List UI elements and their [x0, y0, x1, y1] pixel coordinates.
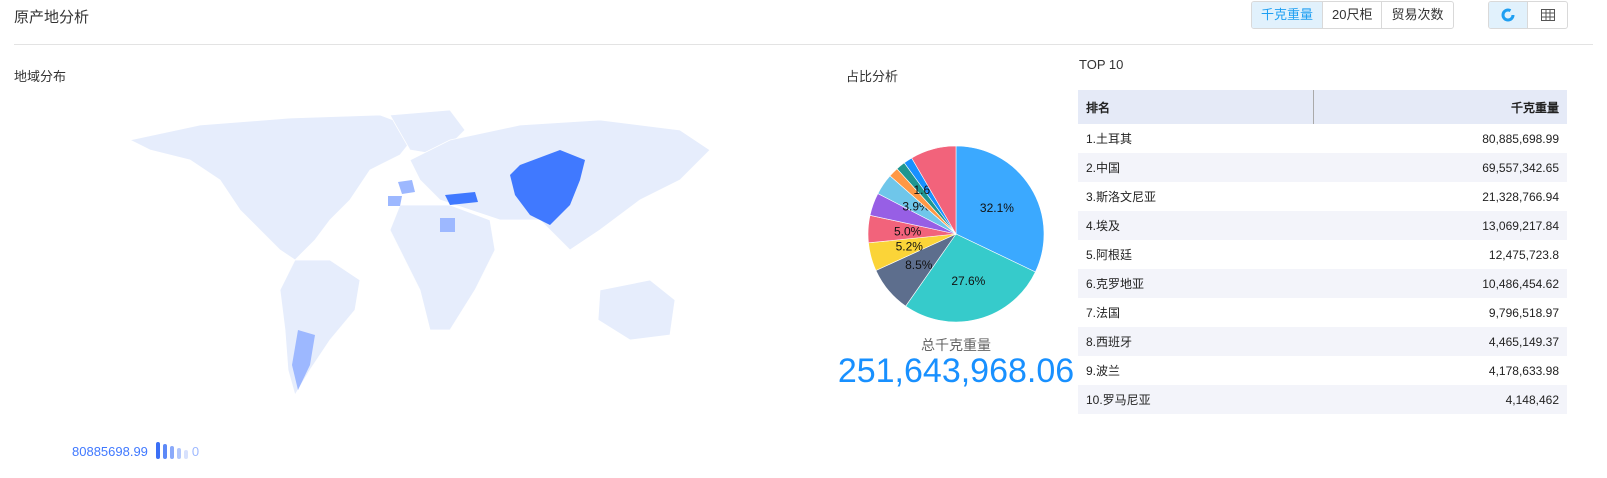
- weight-value: 69,557,342.65: [1313, 153, 1567, 182]
- map-egypt: [440, 218, 455, 232]
- pie-slice[interactable]: [955, 145, 1045, 273]
- map-legend: 80885698.99 0: [72, 442, 199, 459]
- page-title: 原产地分析: [14, 9, 90, 26]
- map-spain: [388, 196, 402, 206]
- table-row[interactable]: 6.克罗地亚 10,486,454.62: [1078, 269, 1567, 298]
- table-row[interactable]: 7.法国 9,796,518.97: [1078, 298, 1567, 327]
- view-toggle: [1488, 1, 1568, 29]
- legend-max: 80885698.99: [72, 444, 148, 459]
- weight-value: 4,148,462: [1313, 385, 1567, 414]
- rank-country: 1.土耳其: [1086, 132, 1133, 146]
- rank-country: 10.罗马尼亚: [1078, 385, 1314, 414]
- rank-country: 8.西班牙: [1078, 327, 1314, 356]
- top10-title: TOP 10: [1079, 57, 1124, 72]
- weight-value: 9,796,518.97: [1488, 305, 1559, 320]
- tab-20ft-container[interactable]: 20尺柜: [1323, 2, 1383, 28]
- weight-value: 4,465,149.37: [1313, 327, 1567, 356]
- table-row[interactable]: 3.斯洛文尼亚 21,328,766.94: [1078, 182, 1567, 211]
- weight-value: 10,486,454.62: [1313, 269, 1567, 298]
- map-china: [510, 150, 585, 225]
- total-label: 总千克重量: [921, 337, 991, 353]
- top10-table: 排名 千克重量 1.土耳其 80,885,698.99 2.中国 69,557,342…: [1078, 90, 1567, 414]
- table-row[interactable]: 1.土耳其 80,885,698.99: [1078, 124, 1567, 153]
- legend-scale[interactable]: [155, 442, 188, 459]
- table-row[interactable]: 9.波兰 4,178,633.98: [1078, 356, 1567, 385]
- table-icon[interactable]: [1528, 2, 1567, 28]
- pie-label: 8.5%: [905, 258, 933, 272]
- legend-min: 0: [191, 444, 200, 459]
- weight-value: 21,328,766.94: [1482, 189, 1559, 204]
- pie-chart[interactable]: 32.1%27.6%8.5%5.2%5.0%3.9%1.6%: [860, 138, 1052, 330]
- weight-value: 12,475,723.8: [1488, 247, 1559, 262]
- map-south-america: [279, 259, 361, 397]
- map-france: [398, 180, 415, 194]
- pie-slice[interactable]: [905, 233, 1036, 323]
- map-argentina: [292, 330, 315, 390]
- map-title: 地域分布: [14, 69, 67, 84]
- table-row[interactable]: 10.罗马尼亚 4,148,462: [1078, 385, 1567, 414]
- pie-label: 32.1%: [980, 201, 1014, 215]
- rank-country: 2.中国: [1078, 153, 1314, 182]
- pie-label: 27.6%: [951, 274, 985, 288]
- column-weight[interactable]: 千克重量: [1313, 90, 1567, 124]
- column-rank[interactable]: 排名: [1078, 90, 1314, 124]
- rank-country: 5.阿根廷: [1086, 248, 1133, 262]
- rank-country: 7.法国: [1086, 306, 1121, 320]
- weight-value: 13,069,217.84: [1313, 211, 1567, 240]
- metric-tabs: 千克重量 20尺柜 贸易次数: [1251, 1, 1454, 29]
- pie-title: 占比分析: [846, 69, 899, 84]
- map-turkey: [445, 192, 478, 205]
- world-map[interactable]: [120, 110, 720, 400]
- divider: [14, 44, 1593, 45]
- table-row[interactable]: 8.西班牙 4,465,149.37: [1078, 327, 1567, 356]
- rank-country: 4.埃及: [1078, 211, 1314, 240]
- table-row[interactable]: 5.阿根廷 12,475,723.8: [1078, 240, 1567, 269]
- map-north-america: [128, 114, 421, 261]
- pie-label: 5.0%: [894, 224, 922, 238]
- map-australia: [597, 279, 676, 341]
- tab-kg-weight[interactable]: 千克重量: [1252, 2, 1324, 28]
- table-row[interactable]: 2.中国 69,557,342.65: [1078, 153, 1567, 182]
- rank-country: 6.克罗地亚: [1078, 269, 1314, 298]
- table-row[interactable]: 4.埃及 13,069,217.84: [1078, 211, 1567, 240]
- pie-label: 5.2%: [896, 240, 924, 254]
- tab-trade-count[interactable]: 贸易次数: [1391, 7, 1444, 22]
- donut-chart-icon[interactable]: [1489, 2, 1528, 28]
- total-value: 251,643,968.06: [837, 352, 1075, 390]
- rank-country: 9.波兰: [1086, 364, 1121, 378]
- weight-value: 80,885,698.99: [1482, 131, 1559, 146]
- rank-country: 3.斯洛文尼亚: [1086, 190, 1157, 204]
- map-africa: [389, 204, 496, 331]
- pie-slice[interactable]: [911, 145, 957, 236]
- weight-value: 4,178,633.98: [1488, 363, 1559, 378]
